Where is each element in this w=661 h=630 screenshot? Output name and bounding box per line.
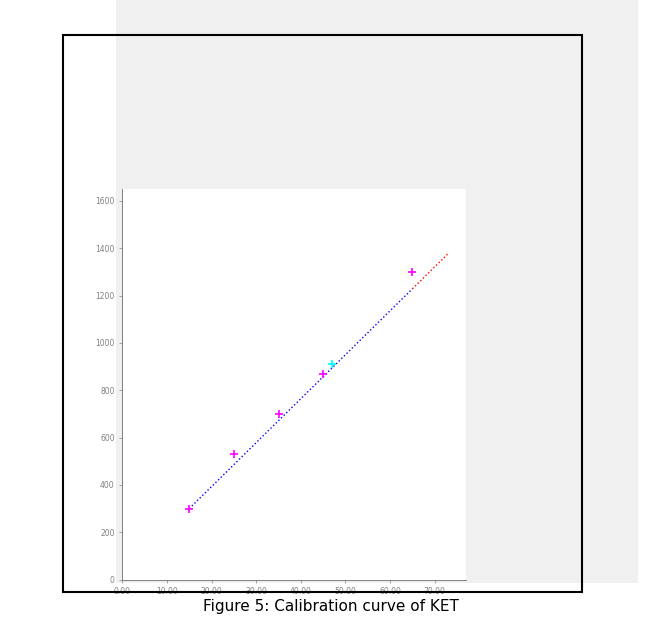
Text: Figure 5: Calibration curve of KET: Figure 5: Calibration curve of KET bbox=[202, 599, 459, 614]
